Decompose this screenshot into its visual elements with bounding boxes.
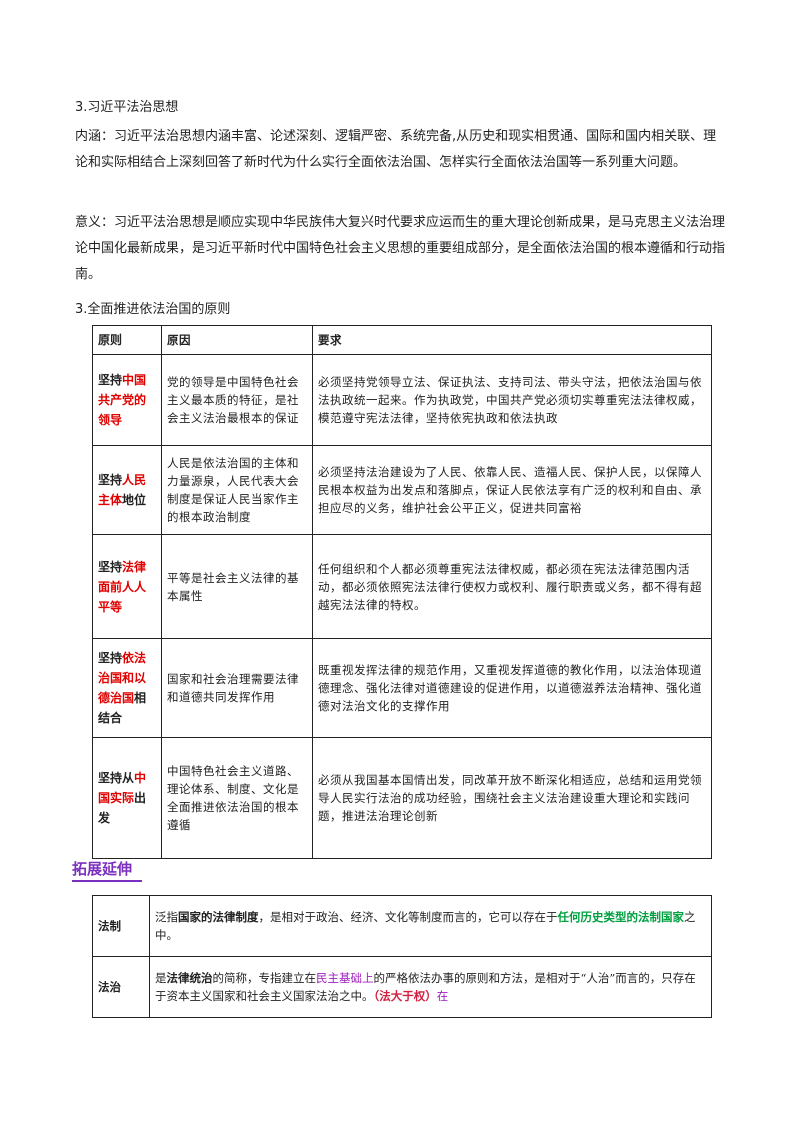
principle-cell: 坚持法律面前人人平等 xyxy=(92,534,162,639)
requirement-cell: 任何组织和个人都必须尊重宪法法律权威，都必须在宪法法律范围内活动，都必须依照宪法… xyxy=(312,534,712,639)
principle-cell: 坚持从中国实际出发 xyxy=(92,737,162,859)
principles-table: 原则 原因 要求 坚持中国共产党的领导 党的领导是中国特色社会主义最本质的特征，是社会主… xyxy=(92,325,712,859)
reason-cell: 国家和社会治理需要法律和道德共同发挥作用 xyxy=(161,638,313,738)
text-run: 是 xyxy=(155,971,167,985)
reason-cell: 人民是依法治国的主体和力量源泉，人民代表大会制度是保证人民当家作主的根本政治制度 xyxy=(161,445,313,535)
requirement-cell: 必须从我国基本国情出发，同改革开放不断深化相适应，总结和运用党领导人民实行法治的… xyxy=(312,737,712,859)
table-row: 坚持人民主体地位 人民是依法治国的主体和力量源泉，人民代表大会制度是保证人民当家作… xyxy=(92,445,712,535)
reason-cell: 中国特色社会主义道路、理论体系、制度、文化是全面推进依法治国的根本遵循 xyxy=(161,737,313,859)
text-run: 法律面前人人平等 xyxy=(98,559,147,614)
text-run: （法大于权） xyxy=(373,989,437,1003)
text-run: 泛指 xyxy=(155,910,178,924)
text-run: 中国共产党的领导 xyxy=(98,373,147,427)
table-row: 坚持中国共产党的领导 党的领导是中国特色社会主义最本质的特征，是社会主义法治最根本… xyxy=(92,354,712,446)
reason-cell: 平等是社会主义法律的基本属性 xyxy=(161,534,313,639)
text-run: 坚持从 xyxy=(98,771,135,785)
table-row: 法制 泛指国家的法律制度，是相对于政治、经济、文化等制度而言的，它可以存在于任何历… xyxy=(92,895,712,957)
text-run: 在 xyxy=(436,989,449,1003)
text-run: 相结合 xyxy=(98,691,147,725)
term-cell: 法制 xyxy=(92,895,150,957)
requirement-cell: 必须坚持法治建设为了人民、依靠人民、造福人民、保护人民，以保障人民根本权益为出发… xyxy=(312,445,712,535)
header-cell: 要求 xyxy=(312,325,712,355)
term-cell: 法治 xyxy=(92,956,150,1018)
text-run: 中国实际 xyxy=(98,771,147,805)
requirement-cell: 必须坚持党领导立法、保证执法、支持司法、带头守法，把依法治国与依法执政统一起来。… xyxy=(312,354,712,446)
table-row: 坚持法律面前人人平等 平等是社会主义法律的基本属性 任何组织和个人都必须尊重宪法法律… xyxy=(92,534,712,639)
text-run: 之中。 xyxy=(155,910,696,942)
definition-cell: 是法律统治的简称，专指建立在民主基础上的严格依法办事的原则和方法，是相对于“人治… xyxy=(149,956,712,1018)
text-run: 依法治国和以德治国 xyxy=(98,651,147,705)
text-run: 地位 xyxy=(122,493,147,507)
paragraph: 意义：习近平法治思想是顺应实现中华民族伟大复兴时代要求应运而生的重大理论创新成果… xyxy=(75,215,726,282)
principle-cell: 坚持人民主体地位 xyxy=(92,445,162,535)
text-run: 任何历史类型的法制国家 xyxy=(557,910,685,924)
extension-title: 拓展延伸 xyxy=(72,860,133,878)
text-run: 坚持 xyxy=(98,559,123,574)
definition-cell: 泛指国家的法律制度，是相对于政治、经济、文化等制度而言的，它可以存在于任何历史类… xyxy=(149,895,712,957)
text-run: 的简称，专指建立在 xyxy=(212,971,317,985)
table-row: 坚持依法治国和以德治国相结合 国家和社会治理需要法律和道德共同发挥作用 既重视发挥法… xyxy=(92,638,712,738)
text-run: 坚持 xyxy=(98,651,123,665)
header-cell: 原则 xyxy=(92,325,162,355)
text-run: 人民主体 xyxy=(98,473,147,507)
requirement-cell: 既重视发挥法律的规范作用，又重视发挥道德的教化作用，以法治体现道德理念、强化法律… xyxy=(312,638,712,738)
text-run: 坚持 xyxy=(98,373,123,387)
principle-cell: 坚持依法治国和以德治国相结合 xyxy=(92,638,162,738)
extension-table: 法制 泛指国家的法律制度，是相对于政治、经济、文化等制度而言的，它可以存在于任何历… xyxy=(92,895,712,1018)
paragraph: 内涵：习近平法治思想内涵丰富、论述深刻、逻辑严密、系统完备,从历史和现实相贯通、… xyxy=(75,129,717,170)
reason-cell: 党的领导是中国特色社会主义最本质的特征，是社会主义法治最根本的保证 xyxy=(161,354,313,446)
text-run: 的严格依法办事的原则和方法，是相对于“人治”而言的，只存在于资本主义国家和社会主… xyxy=(155,971,696,1003)
text-run: 出发 xyxy=(98,791,147,825)
text-run: ，是相对于政治、经济、文化等制度而言的，它可以存在于 xyxy=(258,910,558,924)
text-run: 民主基础上 xyxy=(316,971,374,985)
title-underline xyxy=(72,880,142,882)
section-title: 3.习近平法治思想 xyxy=(75,100,179,115)
header-cell: 原因 xyxy=(161,325,313,355)
text-run: 国家的法律制度 xyxy=(178,910,259,924)
text-run: 坚持 xyxy=(98,473,123,487)
table-row: 法治 是法律统治的简称，专指建立在民主基础上的严格依法办事的原则和方法，是相对于“… xyxy=(92,956,712,1018)
text-run: 法律统治 xyxy=(166,971,213,985)
section-title: 3.全面推进依法治国的原则 xyxy=(75,302,231,317)
table-row: 坚持从中国实际出发 中国特色社会主义道路、理论体系、制度、文化是全面推进依法治国的… xyxy=(92,737,712,859)
principle-cell: 坚持中国共产党的领导 xyxy=(92,354,162,446)
header-row: 原则 原因 要求 xyxy=(92,325,712,355)
